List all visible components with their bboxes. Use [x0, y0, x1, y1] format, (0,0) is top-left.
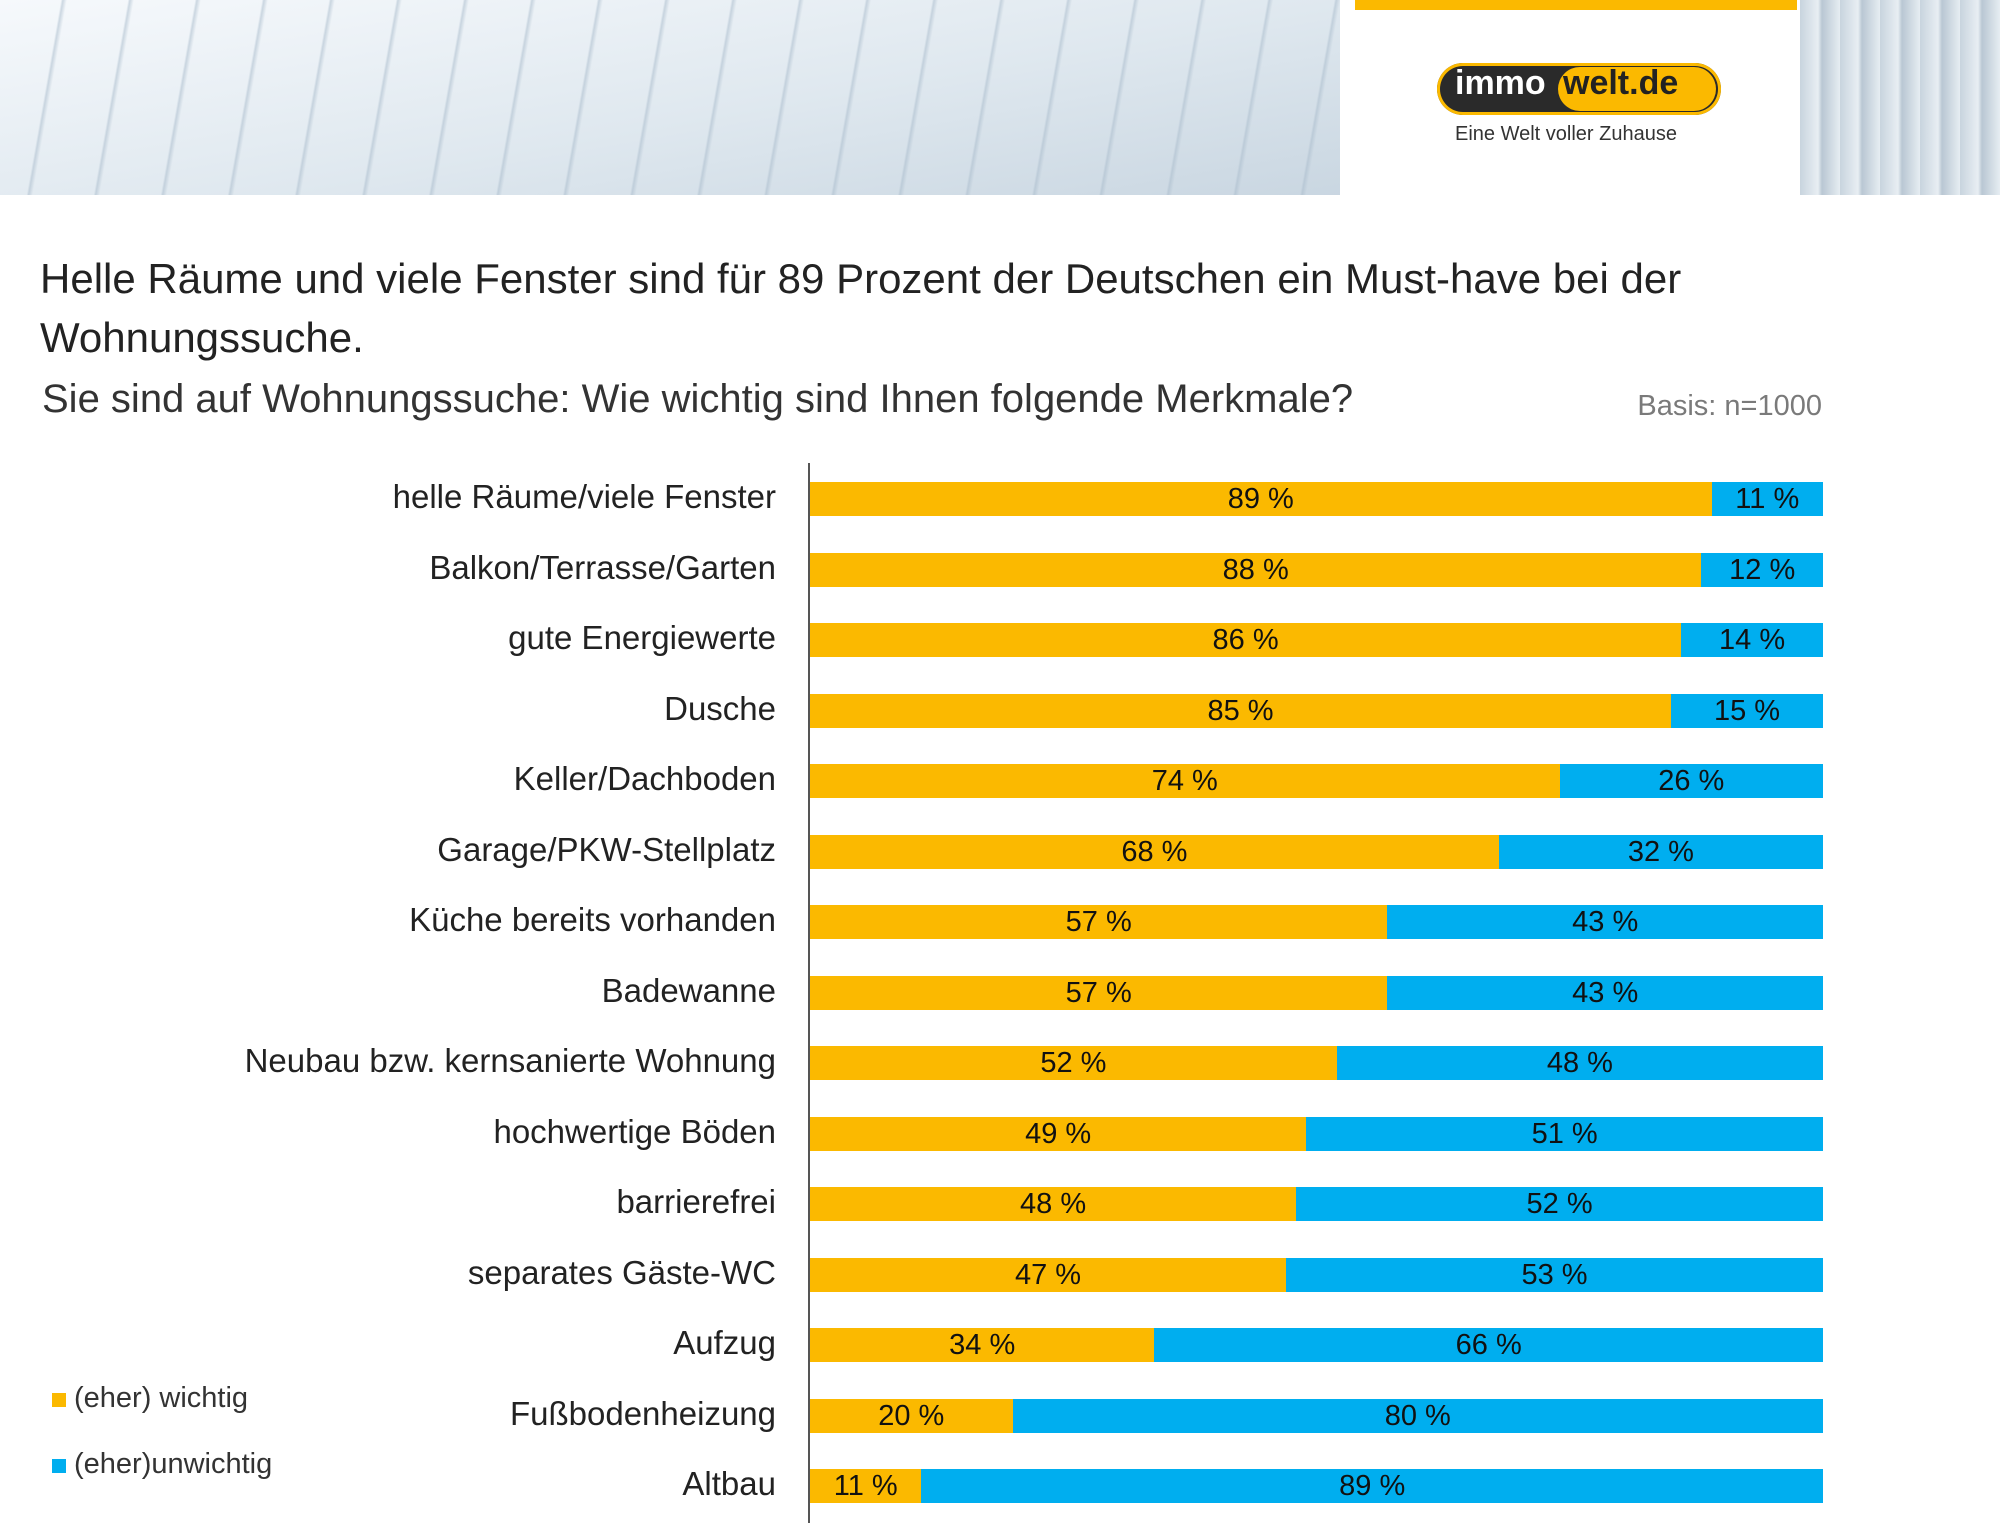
category-label: Aufzug	[673, 1324, 776, 1361]
bar-segment-wichtig	[810, 1469, 922, 1503]
bar-segment-unwichtig	[1387, 975, 1823, 1010]
legend-label-wichtig: (eher) wichtig	[74, 1382, 249, 1414]
bar-segment-wichtig	[810, 552, 1702, 587]
data-label: 15 %	[1713, 694, 1781, 727]
data-label: 14 %	[1719, 624, 1786, 656]
legend-swatch-wichtig	[52, 1393, 66, 1407]
data-label: 52 %	[1526, 1188, 1593, 1220]
bar-segment-wichtig	[810, 623, 1682, 657]
bar-segment-unwichtig	[1336, 1046, 1823, 1080]
bar-segment-unwichtig	[1498, 834, 1823, 869]
bar-segment-unwichtig	[1286, 1257, 1823, 1292]
banner-photo-left	[0, 0, 1360, 195]
bar-segment-unwichtig	[1559, 764, 1823, 798]
category-label: Küche bereits vorhanden	[409, 901, 776, 938]
category-label: helle Räume/viele Fenster	[392, 478, 776, 515]
bar-segment-wichtig	[810, 693, 1672, 728]
bar-segment-unwichtig	[1711, 482, 1823, 516]
bar-segment-wichtig	[810, 1046, 1337, 1080]
category-label: gute Energiewerte	[508, 619, 776, 656]
bar-segment-wichtig	[810, 1116, 1307, 1151]
data-label: 57 %	[1065, 976, 1132, 1009]
data-label: 53 %	[1521, 1258, 1588, 1291]
bar-segment-unwichtig	[1671, 693, 1823, 728]
data-label: 85 %	[1207, 694, 1274, 727]
data-label: 32 %	[1627, 835, 1694, 868]
bar-segment-unwichtig	[1387, 905, 1823, 939]
bar-segment-unwichtig	[1306, 1116, 1823, 1151]
chart-basis: Basis: n=1000	[1637, 390, 1822, 422]
logo-text-welt: welt.de	[1563, 64, 1679, 102]
logo-pill	[1558, 67, 1716, 111]
bar-segment-wichtig	[810, 482, 1712, 516]
category-label: Keller/Dachboden	[513, 760, 776, 797]
chart-title: Helle Räume und viele Fenster sind für 8…	[40, 255, 1682, 361]
category-label: Badewanne	[601, 971, 776, 1009]
header-banner: immo welt.de Eine Welt voller Zuhause	[0, 0, 2000, 195]
data-label: 52 %	[1040, 1047, 1107, 1079]
bar-segment-wichtig	[810, 764, 1560, 798]
accent-bar	[1355, 0, 1797, 10]
data-label: 74 %	[1151, 765, 1218, 797]
legend-swatch-unwichtig	[52, 1459, 66, 1473]
data-label: 20 %	[878, 1399, 945, 1432]
bar-segment-wichtig	[810, 1398, 1013, 1433]
data-label: 47 %	[1014, 1258, 1082, 1291]
data-label: 43 %	[1572, 976, 1639, 1009]
category-label: Garage/PKW-Stellplatz	[437, 830, 776, 868]
category-label: Fußbodenheizung	[509, 1394, 776, 1432]
category-label: barrierefrei	[616, 1183, 776, 1220]
data-label: 49 %	[1025, 1117, 1092, 1150]
category-label: Balkon/Terrasse/Garten	[429, 548, 776, 586]
data-label: 43 %	[1572, 906, 1639, 938]
data-label: 57 %	[1065, 906, 1132, 938]
data-label: 26 %	[1658, 765, 1725, 797]
category-label: separates Gäste-WC	[467, 1253, 776, 1291]
category-label: Neubau bzw. kernsanierte Wohnung	[244, 1042, 776, 1079]
bar-segment-wichtig	[810, 975, 1388, 1010]
category-label: hochwertige Böden	[493, 1112, 776, 1150]
data-label: 34 %	[949, 1329, 1016, 1361]
bar-segment-unwichtig	[921, 1469, 1823, 1503]
bar-segment-unwichtig	[1154, 1328, 1823, 1362]
bar-segment-wichtig	[810, 1328, 1155, 1362]
data-label: 51 %	[1531, 1117, 1598, 1150]
bar-segment-unwichtig	[1701, 552, 1823, 587]
bar-segment-wichtig	[810, 834, 1499, 869]
chart-subtitle: Sie sind auf Wohnungssuche: Wie wichtig …	[42, 377, 1354, 421]
data-label: 11 %	[833, 1470, 898, 1502]
data-label: 80 %	[1384, 1399, 1451, 1432]
category-label: Altbau	[682, 1465, 776, 1502]
logo-text-immo: immo	[1455, 64, 1546, 102]
data-label: 89 %	[1227, 483, 1294, 515]
bar-segment-wichtig	[810, 1187, 1297, 1221]
legend-label-unwichtig: (eher)unwichtig	[74, 1448, 273, 1480]
data-label: 48 %	[1546, 1047, 1613, 1079]
data-label: 86 %	[1212, 624, 1279, 656]
data-label: 89 %	[1339, 1470, 1406, 1502]
data-label: 48 %	[1020, 1188, 1087, 1220]
bar-segment-wichtig	[810, 905, 1388, 939]
bar-segment-unwichtig	[1012, 1398, 1823, 1433]
logo-tagline: Eine Welt voller Zuhause	[1455, 123, 1677, 145]
bar-segment-unwichtig	[1681, 623, 1823, 657]
data-label: 66 %	[1455, 1329, 1522, 1361]
category-label: Dusche	[664, 689, 776, 727]
data-label: 12 %	[1729, 553, 1796, 586]
bar-segment-unwichtig	[1296, 1187, 1823, 1221]
y-axis-line	[808, 463, 810, 1523]
data-label: 88 %	[1222, 553, 1289, 586]
data-label: 68 %	[1121, 835, 1188, 868]
data-label: 11 %	[1735, 483, 1800, 515]
bar-segment-wichtig	[810, 1257, 1287, 1292]
banner-photo-right	[1800, 0, 2000, 195]
